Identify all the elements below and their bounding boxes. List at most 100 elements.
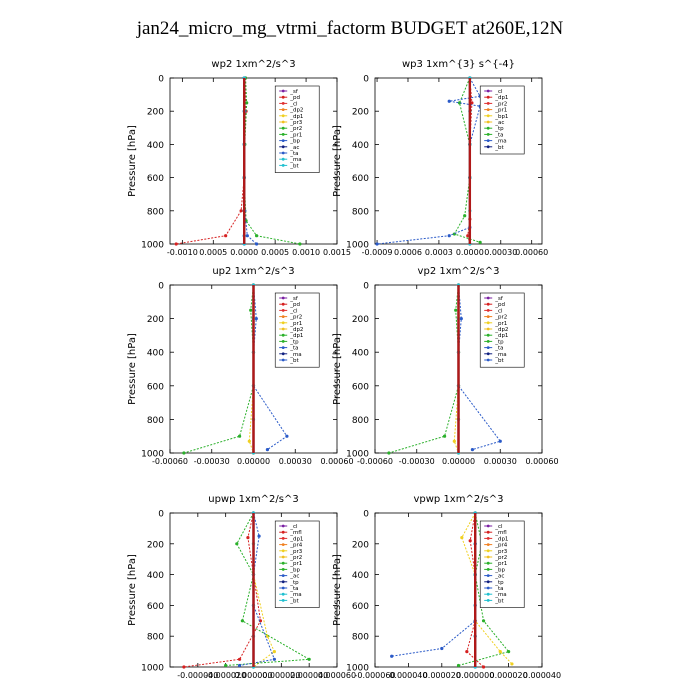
legend-label: _pr1 (289, 132, 302, 138)
legend-marker (281, 580, 285, 584)
data-point (460, 536, 464, 540)
x-tick-label: 0.000000 (234, 671, 272, 680)
y-tick-label: 800 (147, 207, 164, 217)
legend-label: _pr4 (494, 543, 508, 549)
legend-marker (281, 333, 285, 337)
data-point (507, 650, 511, 654)
legend-marker (281, 114, 285, 118)
y-tick-label: 1000 (346, 664, 369, 674)
y-tick-label: 0 (158, 282, 164, 292)
legend-marker (281, 108, 285, 111)
legend-label: _ac (289, 574, 299, 580)
legend-label: _pr1 (289, 561, 302, 567)
legend-label: _pr3 (289, 549, 303, 555)
legend-marker (281, 561, 285, 565)
legend-marker (486, 580, 490, 584)
legend-marker (486, 586, 490, 590)
y-axis-label: Pressure [hPa] (127, 554, 138, 626)
legend-label: _sf (289, 89, 299, 95)
data-point (440, 646, 444, 651)
legend-marker (281, 145, 285, 149)
legend-marker (486, 321, 490, 325)
data-point (237, 434, 242, 438)
data-point (375, 242, 379, 246)
data-point (468, 539, 472, 543)
x-tick-label: 0.000040 (523, 671, 561, 680)
data-point (249, 308, 253, 312)
legend-marker (281, 340, 285, 343)
y-tick-label: 0 (158, 75, 164, 85)
y-tick-label: 800 (352, 416, 369, 426)
legend-label: _dp1 (494, 536, 508, 542)
y-tick-label: 800 (147, 416, 164, 426)
legend-marker (486, 145, 490, 149)
data-point (182, 665, 186, 669)
x-tick-label: -0.000040 (177, 671, 218, 680)
data-point (235, 542, 239, 546)
x-tick-label: 0.00030 (484, 457, 517, 466)
x-tick-label: -0.00060 (357, 457, 393, 466)
chart-panel-3: vp2 1xm^2/s^3 Pressure [hPa] 0 200 400 600 800… (332, 266, 559, 466)
legend-marker (281, 296, 285, 300)
data-point (457, 101, 462, 105)
data-point (265, 448, 270, 452)
y-tick-label: 800 (352, 207, 369, 217)
x-tick-label: 0.00060 (515, 248, 548, 257)
data-point (470, 448, 475, 452)
legend-label: _pd (289, 95, 300, 101)
legend-marker (486, 346, 490, 349)
legend-marker (486, 561, 490, 565)
x-tick-label: 0.0005 (261, 248, 289, 257)
legend-label: _pr2 (494, 101, 507, 107)
x-tick-label: 0.0005 (199, 248, 227, 257)
legend-label: _bt (289, 163, 299, 169)
x-tick-label: 0.00030 (279, 457, 312, 466)
legend-label: _bt (494, 145, 504, 151)
legend-label: _bt (494, 358, 504, 364)
legend-marker (281, 302, 285, 306)
y-tick-label: 400 (352, 141, 369, 151)
legend-marker (486, 296, 490, 300)
legend-marker (486, 139, 490, 143)
legend-label: _dp1 (289, 536, 303, 542)
legend-label: _dp1 (289, 333, 303, 339)
legend-marker (281, 586, 285, 590)
x-tick-label: 0.0015 (323, 248, 351, 257)
legend-marker (281, 346, 285, 349)
legend-label: _bt (289, 598, 299, 604)
legend-marker (281, 321, 285, 325)
x-tick-label: 0.0000 (230, 248, 258, 257)
legend-label: _bt (494, 598, 504, 604)
x-tick-label: -0.0009 (362, 248, 393, 257)
x-tick-label: 0.00060 (320, 457, 353, 466)
data-point (245, 234, 249, 238)
data-point (224, 234, 228, 238)
data-point (254, 317, 258, 321)
legend-label: _dp2 (289, 108, 303, 114)
chart-panel-2: up2 1xm^2/s^3 Pressure [hPa] 0 200 400 600 800… (127, 266, 354, 466)
legend-marker (486, 543, 490, 546)
page-title: jan24_micro_mg_vtrmi_factorm BUDGET at26… (136, 18, 564, 39)
y-axis-label: Pressure [hPa] (127, 333, 138, 405)
x-tick-label: 0.00000 (237, 457, 270, 466)
legend-label: _dp2 (289, 327, 303, 333)
data-point (442, 434, 447, 438)
legend-marker (486, 114, 490, 118)
legend-label: _ma (494, 139, 506, 145)
legend-label: _tp (289, 339, 299, 345)
x-tick-label: 0.000020 (262, 671, 300, 680)
y-tick-label: 200 (147, 315, 164, 325)
legend-marker (486, 568, 490, 571)
y-tick-label: 600 (352, 602, 369, 612)
legend-label: _bp (289, 567, 300, 573)
legend-label: _tp (494, 339, 504, 345)
x-tick-label: 0.000040 (389, 671, 427, 680)
data-point (390, 654, 394, 658)
legend-label: _dp1 (494, 95, 508, 101)
y-tick-label: 1000 (141, 450, 164, 460)
legend-label: _cl (289, 101, 298, 107)
legend-marker (281, 315, 285, 318)
legend-marker (281, 89, 285, 93)
data-point (447, 99, 451, 103)
y-tick-label: 200 (352, 315, 369, 325)
